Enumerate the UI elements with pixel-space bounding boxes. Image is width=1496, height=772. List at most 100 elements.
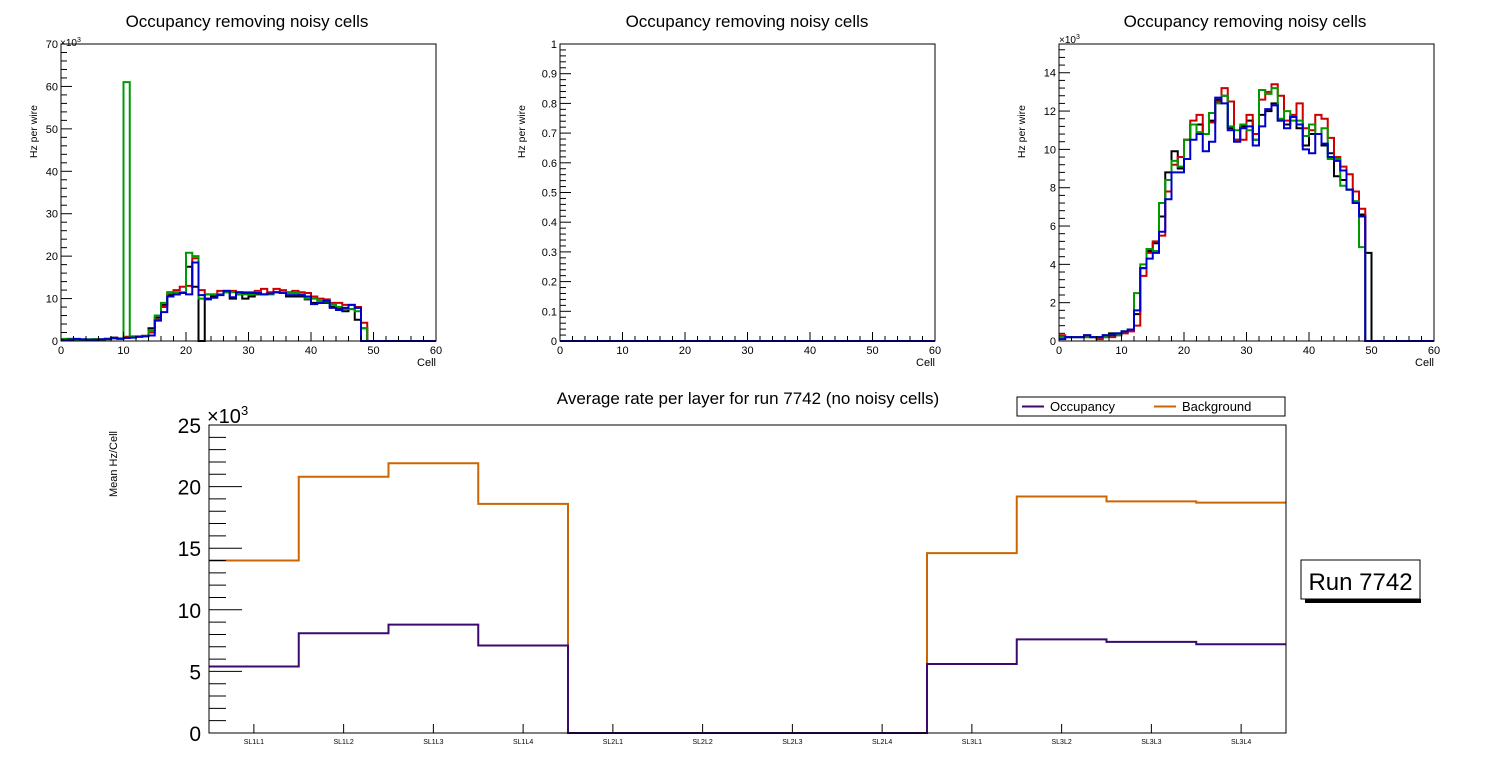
- exponent-power: 3: [241, 403, 248, 418]
- y-tick-label: 10: [46, 294, 58, 306]
- y-axis-label: Hz per wire: [516, 105, 528, 158]
- legend-label-background: Background: [1182, 399, 1251, 414]
- y-tick-label: 0: [52, 336, 58, 348]
- exponent-base: ×10: [1059, 35, 1076, 46]
- x-category-label: SL1L3: [423, 739, 443, 746]
- y-tick-label: 0.7: [542, 128, 557, 140]
- x-tick-label: 0: [58, 345, 64, 357]
- x-category-label: SL1L4: [513, 739, 533, 746]
- x-category-label: SL2L3: [782, 739, 802, 746]
- panel-top-left: Occupancy removing noisy cells Hz per wi…: [28, 12, 442, 369]
- y-tick-label: 30: [46, 209, 58, 221]
- series-line-background: [209, 462, 1286, 734]
- y-tick-label: 0: [551, 336, 557, 348]
- panel-bottom: Average rate per layer for run 7742 (no …: [108, 389, 1421, 746]
- y-tick-label: 0.3: [542, 247, 557, 259]
- x-tick-label: 40: [305, 345, 317, 357]
- y-tick-label: 0.6: [542, 158, 557, 170]
- exponent-base: ×10: [207, 406, 241, 428]
- chart-title: Occupancy removing noisy cells: [626, 12, 869, 31]
- x-tick-label: 20: [679, 345, 691, 357]
- y-tick-label: 0.4: [542, 217, 557, 229]
- y-tick-label: 0.2: [542, 277, 557, 289]
- x-tick-label: 20: [1178, 345, 1190, 357]
- x-category-label: SL3L3: [1141, 739, 1161, 746]
- y-tick-label: 15: [178, 538, 201, 561]
- y-tick-label: 2: [1050, 298, 1056, 310]
- x-category-label: SL3L2: [1052, 739, 1072, 746]
- run-label: Run 7742: [1308, 569, 1412, 596]
- y-tick-label: 0.5: [542, 188, 557, 200]
- x-tick-label: 60: [1428, 345, 1440, 357]
- y-tick-label: 25: [178, 415, 201, 438]
- x-tick-label: 60: [430, 345, 442, 357]
- run-label-box: Run 7742: [1300, 559, 1421, 603]
- x-tick-label: 30: [242, 345, 254, 357]
- y-tick-label: 0: [189, 723, 201, 746]
- legend-box: [1016, 396, 1286, 417]
- x-category-label: SL2L4: [872, 739, 892, 746]
- x-tick-label: 10: [117, 345, 129, 357]
- x-category-label: SL2L1: [603, 739, 623, 746]
- y-tick-label: 6: [1050, 221, 1056, 233]
- y-tick-label: 70: [46, 39, 58, 51]
- y-tick-label: 1: [551, 39, 557, 51]
- chart-title: Occupancy removing noisy cells: [1124, 12, 1367, 31]
- series-line-occupancy: [209, 623, 1286, 734]
- y-tick-label: 12: [1044, 106, 1056, 118]
- x-tick-label: 40: [1303, 345, 1315, 357]
- plot-frame: [208, 424, 1287, 734]
- plot-frame: [559, 43, 936, 342]
- series-line-layer-4: [61, 261, 436, 342]
- chart-title: Average rate per layer for run 7742 (no …: [557, 389, 939, 408]
- run-label-shadow: [1305, 599, 1421, 603]
- legend-label-occupancy: Occupancy: [1050, 399, 1116, 414]
- x-tick-label: 10: [1115, 345, 1127, 357]
- y-tick-label: 60: [46, 81, 58, 93]
- series-line-layer-1: [61, 265, 436, 342]
- y-tick-label: 0.9: [542, 69, 557, 81]
- x-category-label: SL2L2: [693, 739, 713, 746]
- x-category-label: SL3L4: [1231, 739, 1251, 746]
- x-tick-label: 20: [180, 345, 192, 357]
- panel-top-right: Occupancy removing noisy cells Hz per wi…: [1016, 12, 1440, 369]
- x-axis-label: Cell: [1415, 357, 1434, 369]
- y-tick-label: 40: [46, 166, 58, 178]
- y-tick-label: 20: [178, 477, 201, 500]
- chart-title: Occupancy removing noisy cells: [126, 12, 369, 31]
- y-tick-label: 0: [1050, 336, 1056, 348]
- series-line-layer-3: [61, 81, 436, 342]
- x-tick-label: 50: [367, 345, 379, 357]
- x-axis-label: Cell: [916, 357, 935, 369]
- x-tick-label: 10: [616, 345, 628, 357]
- y-tick-label: 14: [1044, 68, 1056, 80]
- x-tick-label: 50: [866, 345, 878, 357]
- exponent-label: ×103: [207, 403, 248, 428]
- y-tick-label: 5: [189, 661, 201, 684]
- y-tick-label: 10: [178, 600, 201, 623]
- y-tick-label: 10: [1044, 144, 1056, 156]
- x-tick-label: 0: [1056, 345, 1062, 357]
- x-tick-label: 40: [804, 345, 816, 357]
- x-tick-label: 60: [929, 345, 941, 357]
- x-category-label: SL3L1: [962, 739, 982, 746]
- y-tick-label: 4: [1050, 259, 1056, 271]
- exponent-power: 3: [1076, 34, 1080, 41]
- x-category-label: SL1L1: [244, 739, 264, 746]
- series-line-layer-2: [1059, 83, 1434, 342]
- y-tick-label: 20: [46, 251, 58, 263]
- y-axis-label: Hz per wire: [1016, 105, 1028, 158]
- exponent-power: 3: [77, 37, 81, 44]
- y-tick-label: 50: [46, 124, 58, 136]
- plot-frame: [1058, 43, 1435, 342]
- x-tick-label: 30: [1240, 345, 1252, 357]
- x-tick-label: 50: [1365, 345, 1377, 357]
- exponent-label: ×103: [60, 37, 81, 49]
- panel-top-middle: Occupancy removing noisy cells Hz per wi…: [516, 12, 941, 369]
- y-axis-label: Hz per wire: [28, 105, 40, 158]
- x-tick-label: 0: [557, 345, 563, 357]
- exponent-label: ×103: [1059, 34, 1080, 46]
- y-axis-label: Mean Hz/Cell: [108, 431, 120, 497]
- x-axis-label: Cell: [417, 357, 436, 369]
